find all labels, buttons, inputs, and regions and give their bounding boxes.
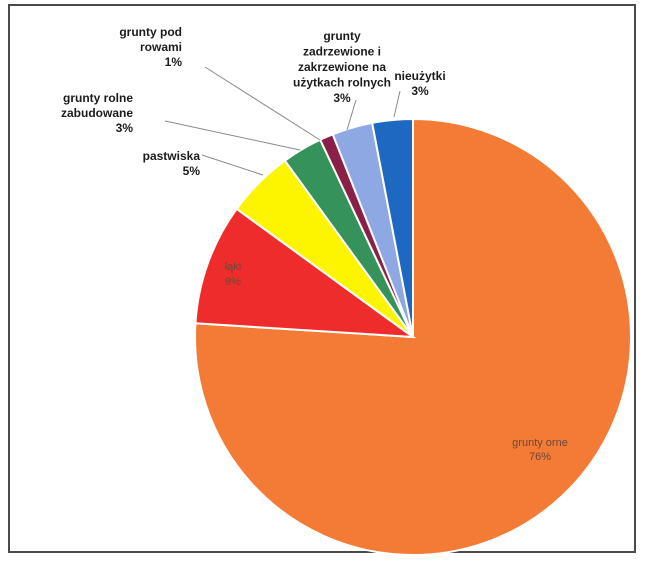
slice-label-line: grunty: [323, 29, 361, 43]
leader-line-4: [204, 66, 321, 141]
slice-label-0: grunty orne 76%: [512, 437, 568, 463]
slice-label-line: rowami: [140, 40, 182, 54]
slice-value-text: 9%: [225, 276, 241, 288]
slice-value-text: 76%: [529, 451, 551, 463]
slice-label-line: zabudowane: [61, 106, 133, 120]
pie-slice-1: [194, 207, 417, 339]
slice-label-3: grunty rolne zabudowane 3%: [61, 91, 133, 135]
slice-labels: grunty orne 76% łąki 9% pastwiska 5% grunty ro…: [61, 25, 568, 463]
leader-line-6: [393, 90, 401, 118]
slice-label-1: łąki 9%: [225, 261, 242, 288]
slice-label-4: grunty pod rowami 1%: [119, 25, 182, 69]
pie-slices: [194, 117, 632, 556]
slice-label-line: grunty pod: [119, 25, 182, 39]
slice-label-line: łąki: [225, 261, 242, 273]
slice-label-5: grunty zadrzewione i zakrzewione na użytkac…: [293, 29, 391, 105]
leader-lines: [164, 66, 401, 176]
slice-value-text: 1%: [165, 55, 183, 69]
slice-label-line: zadrzewione i: [303, 45, 381, 59]
slice-value-text: 3%: [411, 84, 429, 98]
slice-label-6: nieużytki 3%: [394, 69, 445, 98]
slice-label-line: użytkach rolnych: [293, 76, 391, 90]
slice-label-2: pastwiska 5%: [143, 149, 201, 178]
slice-label-line: zakrzewione na: [298, 60, 386, 74]
slice-label-line: grunty orne: [512, 437, 568, 449]
slice-label-line: nieużytki: [394, 69, 445, 83]
slice-value-text: 3%: [333, 91, 351, 105]
slice-label-line: pastwiska: [143, 149, 201, 163]
slice-value-text: 5%: [183, 164, 201, 178]
leader-line-5: [346, 99, 357, 131]
slice-label-line: grunty rolne: [63, 91, 133, 105]
leader-line-2: [201, 154, 264, 176]
leader-line-3: [164, 120, 301, 151]
pie-slice-6: [370, 117, 414, 338]
slice-value-text: 3%: [116, 121, 134, 135]
